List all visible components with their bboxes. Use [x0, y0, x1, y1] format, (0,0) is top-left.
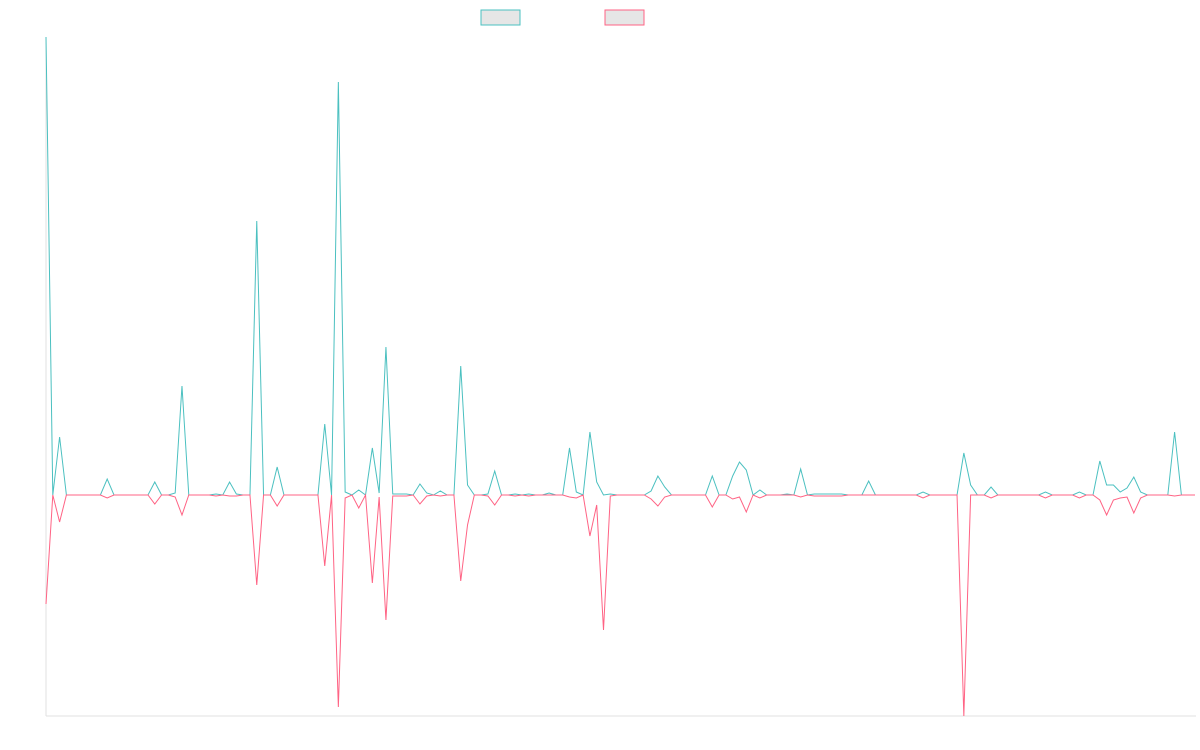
series-line	[45, 36, 1195, 496]
legend-swatch[interactable]	[604, 9, 645, 26]
legend-swatch[interactable]	[480, 9, 521, 26]
series-line	[45, 493, 1195, 717]
